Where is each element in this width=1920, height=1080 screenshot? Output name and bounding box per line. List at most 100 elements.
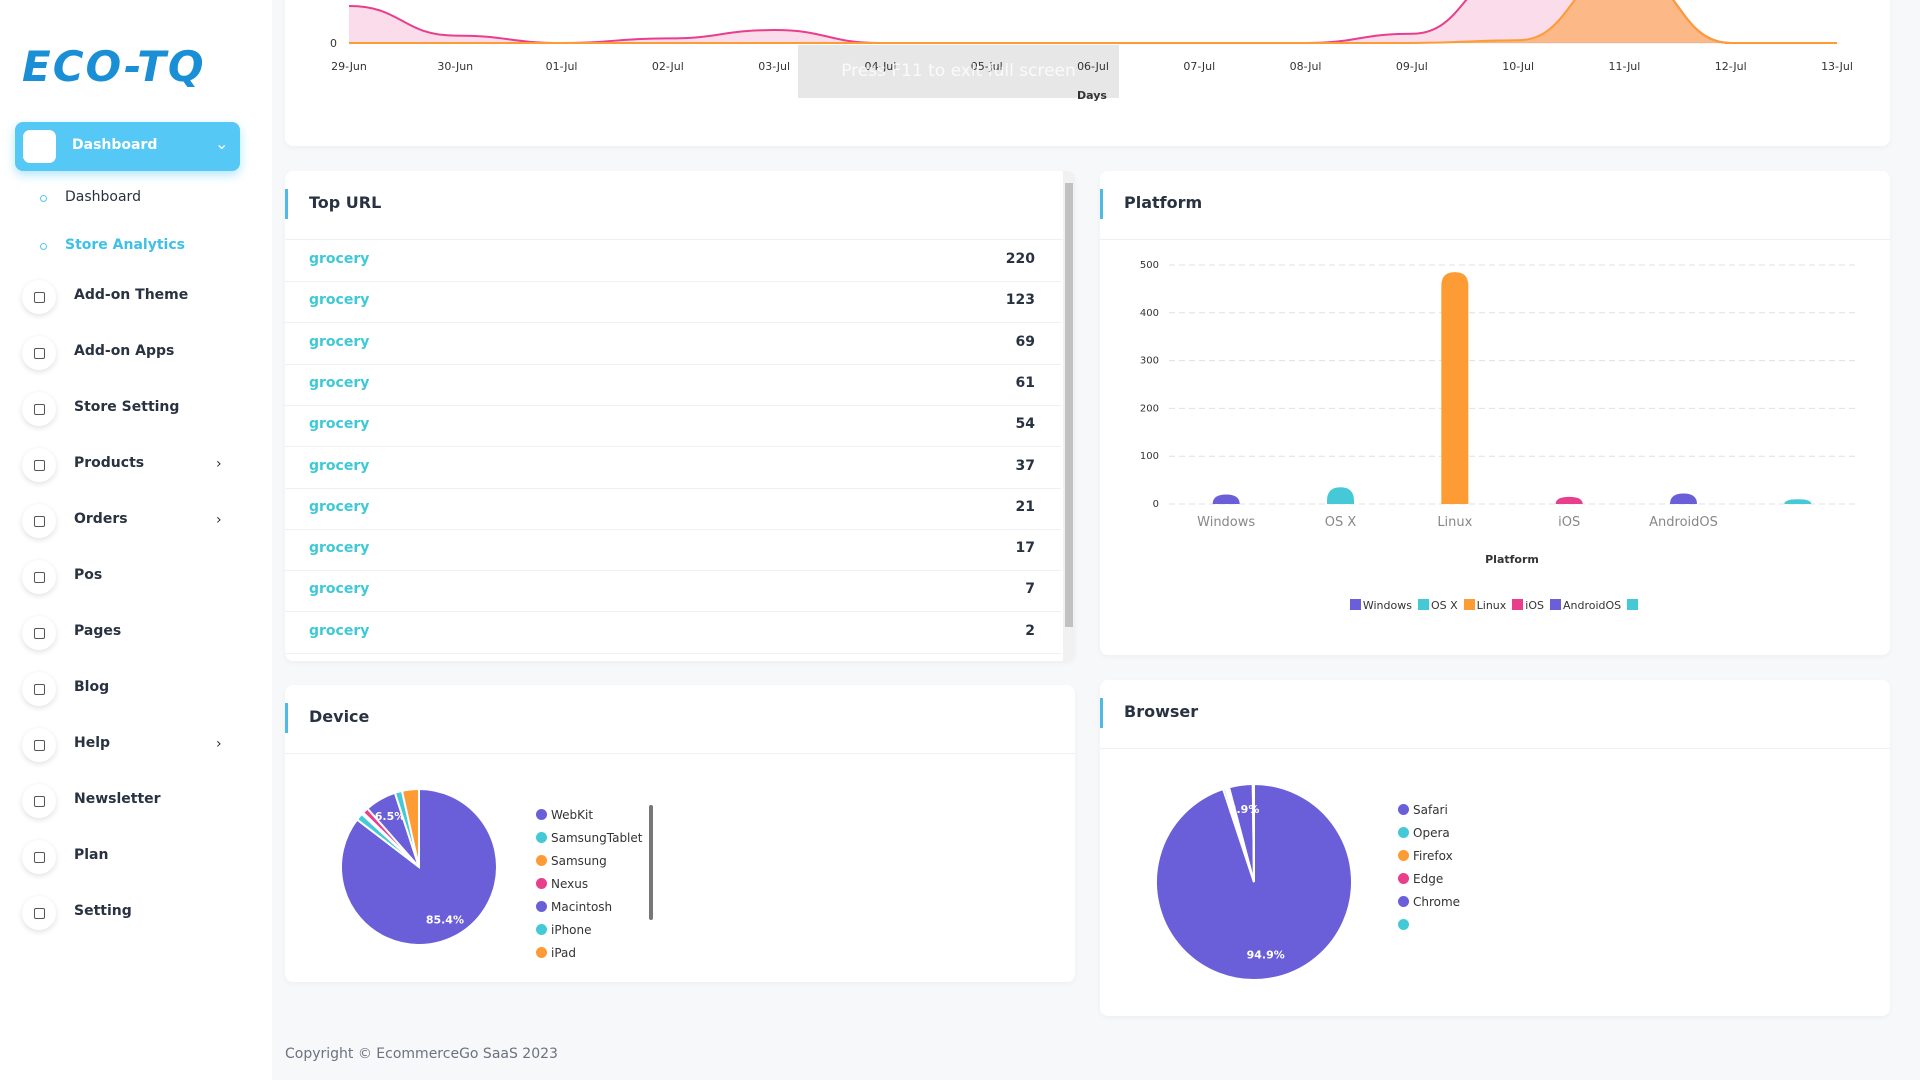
fullscreen-overlay: Press F11 to exit full screen — [798, 45, 1119, 98]
menu-label: Dashboard — [72, 137, 158, 153]
card-accent — [1100, 698, 1103, 728]
url-link[interactable]: grocery — [309, 333, 370, 350]
pie-slice — [1251, 782, 1255, 883]
area — [349, 0, 1837, 44]
url-count: 37 — [1015, 457, 1035, 474]
legend-label: Chrome — [1413, 895, 1461, 909]
url-link[interactable]: grocery — [309, 374, 370, 391]
bar — [1670, 493, 1697, 504]
legend-dot — [1398, 850, 1409, 861]
url-link[interactable]: grocery — [309, 457, 370, 474]
row-divider — [285, 446, 1061, 448]
legend-label: Firefox — [1413, 849, 1453, 863]
legend-dot — [536, 901, 547, 912]
legend-dot — [1398, 804, 1409, 815]
legend-label: Nexus — [551, 877, 589, 891]
menu-icon-glyph — [34, 740, 45, 751]
x-tick-label: 13-Jul — [1821, 60, 1853, 73]
divider — [285, 753, 1075, 754]
card-title: Platform — [1124, 193, 1203, 212]
menu-item[interactable]: Pages — [74, 623, 122, 639]
legend-label: Linux — [1476, 599, 1507, 612]
legend-label: SamsungTablet — [551, 831, 643, 845]
legend-dot — [536, 924, 547, 935]
sidebar: ECO-TQ Dashboard ⌄ Dashboard Store Analytics… — [0, 0, 272, 1080]
bullet — [40, 243, 47, 250]
x-tick-label: 11-Jul — [1608, 60, 1640, 73]
x-axis-title: Days — [1077, 89, 1107, 102]
menu-item[interactable]: Add-on Theme — [74, 287, 189, 303]
url-count: 2 — [1025, 622, 1035, 639]
menu-icon — [22, 616, 56, 650]
legend-label: Safari — [1413, 803, 1448, 817]
menu-icon — [22, 504, 56, 538]
legend-swatch — [1417, 599, 1429, 610]
chevron: › — [216, 512, 222, 528]
menu-icon — [22, 336, 56, 370]
url-link[interactable]: grocery — [309, 540, 370, 557]
legend-dot — [536, 878, 547, 889]
chart: 0 100 200 300 400 500 Windows OS X Linux iOS Andro… — [1140, 260, 1855, 566]
legend-label: Samsung — [551, 854, 607, 868]
value-label: 6.5% — [375, 810, 406, 823]
legend-item: OS X — [1417, 599, 1458, 612]
menu-item[interactable]: Store Setting — [74, 399, 180, 415]
legend-dot — [536, 809, 547, 820]
url-link[interactable]: grocery — [309, 416, 370, 433]
card-accent — [285, 189, 288, 219]
legend-label: iPad — [551, 946, 577, 960]
platform-card: Platform 0 100 200 300 400 500 Windows OS X Linux… — [1100, 171, 1890, 655]
submenu-item[interactable]: Store Analytics — [65, 237, 185, 253]
url-link[interactable]: grocery — [309, 292, 370, 309]
menu-icon-glyph — [34, 628, 45, 639]
menu-item-active[interactable]: Dashboard ⌄ — [15, 122, 240, 171]
menu-item[interactable]: Plan — [74, 847, 109, 863]
legend-swatch — [1349, 599, 1361, 610]
menu-icon-glyph — [34, 404, 45, 415]
menu-icon-glyph — [34, 796, 45, 807]
legend-label: Windows — [1362, 599, 1412, 612]
y-tick-label: 0 — [330, 37, 337, 50]
legend-dot — [1398, 827, 1409, 838]
pie-slice — [400, 787, 420, 868]
menu-icon-glyph — [34, 516, 45, 527]
url-link[interactable]: grocery — [309, 622, 370, 639]
menu-icon — [22, 672, 56, 706]
legend-swatch — [1627, 599, 1639, 610]
value-label: 3.9% — [1229, 803, 1260, 816]
menu-icon — [22, 784, 56, 818]
url-link[interactable]: grocery — [309, 498, 370, 515]
y-tick-label: 0 — [1153, 499, 1159, 510]
legend-swatch — [1549, 599, 1561, 610]
legend-dot — [1398, 896, 1409, 907]
menu-item[interactable]: Blog — [74, 679, 110, 695]
legend-item: iOS — [1512, 599, 1544, 612]
x-tick-label: Linux — [1437, 515, 1472, 530]
scrollbar-thumb[interactable] — [1065, 183, 1073, 627]
submenu-item[interactable]: Dashboard — [65, 189, 141, 205]
menu-item[interactable]: Setting — [74, 903, 132, 919]
row-divider — [285, 528, 1061, 530]
card-accent — [1100, 189, 1103, 219]
menu-item[interactable]: Newsletter — [74, 791, 161, 807]
url-link[interactable]: grocery — [309, 581, 370, 598]
menu-item[interactable]: Pos — [74, 567, 103, 583]
menu-item[interactable]: Products — [74, 455, 145, 471]
menu-icon-glyph — [34, 684, 45, 695]
menu-item[interactable]: Add-on Apps — [74, 343, 175, 359]
legend: Windows OS X Linux iOS AndroidOS — [1100, 599, 1890, 612]
row-divider — [285, 322, 1061, 324]
x-tick-label: OS X — [1325, 515, 1357, 530]
card-title: Top URL — [309, 193, 382, 212]
chart: 85.4% 6.5% — [340, 787, 498, 946]
menu-icon — [22, 728, 56, 762]
chevron: › — [216, 736, 222, 752]
divider — [1100, 239, 1890, 240]
menu-item[interactable]: Orders — [74, 511, 128, 527]
top-url-card: Top URL grocery 220 grocery 123 grocery 69 groc… — [285, 171, 1075, 661]
legend-item — [1627, 599, 1640, 612]
menu-item[interactable]: Help — [74, 735, 111, 751]
url-link[interactable]: grocery — [309, 251, 370, 267]
line — [348, 0, 1837, 45]
menu-icon — [22, 448, 56, 482]
